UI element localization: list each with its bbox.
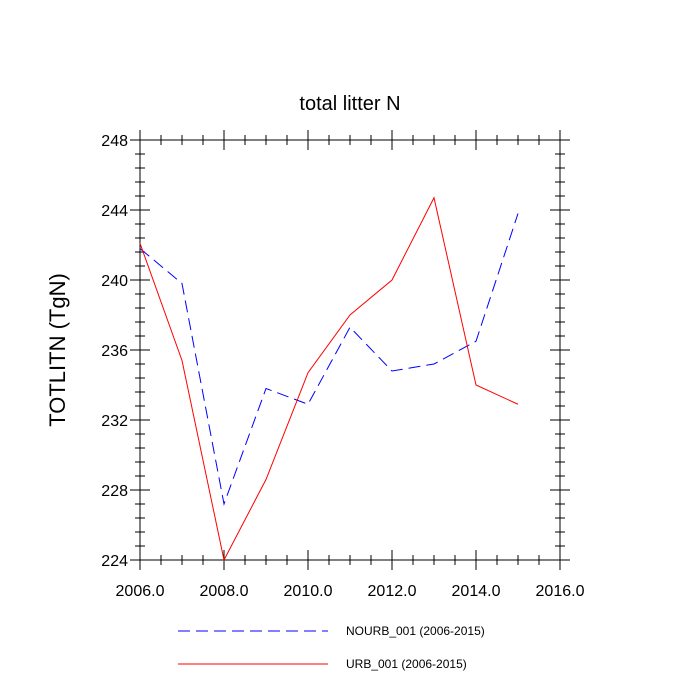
series-line-urb-001 [139, 196, 519, 562]
y-tick-label: 240 [101, 273, 128, 290]
x-tick-label: 2014.0 [452, 583, 501, 600]
axis-tick-labels: 2006.0 2008.0 2010.0 2012.0 2014.0 2016.0 224 2… [101, 133, 584, 600]
x-tick-label: 2008.0 [200, 583, 249, 600]
y-tick-label: 244 [101, 203, 128, 220]
series-line-nourb-001 [139, 213, 519, 506]
y-tick-label: 228 [101, 483, 128, 500]
legend-label: NOURB_001 (2006-2015) [346, 624, 485, 638]
x-tick-label: 2012.0 [368, 583, 417, 600]
y-tick-label: 224 [101, 553, 128, 570]
series-lines [139, 196, 519, 562]
y-axis-label: TOTLITN (TgN) [45, 273, 70, 427]
x-tick-label: 2006.0 [116, 583, 165, 600]
y-tick-label: 236 [101, 343, 128, 360]
x-tick-label: 2016.0 [536, 583, 585, 600]
y-tick-label: 248 [101, 133, 128, 150]
axis-ticks [130, 130, 570, 570]
legend-label: URB_001 (2006-2015) [346, 657, 467, 671]
legend: NOURB_001 (2006-2015) URB_001 (2006-2015) [178, 624, 485, 671]
plot-frame [139, 139, 561, 561]
x-tick-label: 2010.0 [284, 583, 333, 600]
chart-title: total litter N [299, 93, 400, 115]
y-tick-label: 232 [101, 413, 128, 430]
